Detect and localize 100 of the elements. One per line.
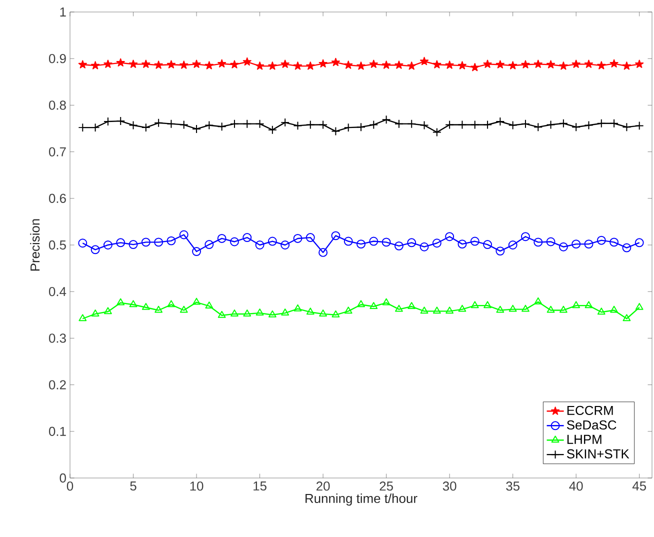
point	[141, 123, 150, 132]
point	[458, 61, 467, 70]
point	[597, 308, 606, 315]
point	[103, 240, 112, 250]
point	[167, 300, 176, 308]
point	[508, 61, 518, 70]
point	[584, 120, 594, 130]
point	[116, 116, 126, 126]
point	[179, 230, 188, 240]
point	[104, 60, 112, 68]
point	[408, 302, 416, 309]
point	[597, 61, 606, 70]
point	[534, 238, 543, 247]
y-tick-label: 0.7	[48, 147, 66, 156]
point	[559, 62, 568, 70]
point	[268, 125, 277, 134]
x-tick-label: 45	[632, 482, 646, 491]
point	[382, 298, 390, 306]
point	[610, 306, 618, 313]
point	[394, 241, 404, 250]
point	[332, 310, 340, 318]
point	[91, 309, 100, 316]
point	[420, 120, 429, 130]
y-tick-label: 1	[60, 8, 66, 16]
point	[78, 238, 88, 248]
point	[230, 119, 239, 128]
point	[344, 306, 352, 314]
point	[166, 236, 176, 246]
point	[242, 57, 252, 66]
point	[394, 60, 404, 69]
point	[596, 236, 606, 245]
point	[610, 59, 618, 68]
point	[116, 238, 126, 248]
y-tick-label: 0	[60, 473, 66, 483]
point	[293, 234, 302, 243]
point	[154, 60, 163, 69]
y-tick-label: 0.4	[48, 287, 66, 296]
point	[584, 60, 594, 68]
point	[470, 236, 480, 246]
point	[635, 60, 644, 68]
point	[306, 62, 315, 70]
point	[192, 60, 201, 68]
point	[572, 122, 581, 132]
y-tick-label: 0.3	[48, 334, 66, 343]
point	[584, 240, 594, 249]
y-tick-label: 0.8	[48, 100, 66, 110]
point	[446, 306, 454, 314]
point	[218, 59, 226, 68]
point	[204, 120, 214, 130]
point	[634, 238, 644, 248]
point	[179, 120, 188, 130]
point	[420, 242, 429, 252]
point	[357, 300, 365, 308]
point	[534, 297, 542, 304]
point	[445, 60, 454, 69]
point	[116, 58, 125, 67]
point	[116, 298, 125, 306]
point	[407, 62, 416, 70]
point	[445, 232, 454, 242]
point	[103, 117, 112, 126]
point	[218, 310, 226, 318]
point	[90, 245, 100, 254]
point	[382, 238, 391, 247]
point	[546, 306, 555, 313]
legend-label: SeDaSC	[566, 420, 616, 430]
point	[572, 240, 581, 249]
point	[78, 60, 87, 68]
point	[318, 120, 328, 130]
point	[356, 240, 366, 249]
y-tick-label: 0.1	[48, 426, 66, 436]
point	[344, 60, 353, 69]
point	[470, 62, 480, 72]
point	[558, 118, 568, 128]
point	[180, 306, 188, 313]
point	[370, 302, 378, 309]
point	[331, 231, 340, 240]
point	[483, 120, 492, 130]
point	[294, 304, 302, 312]
point	[318, 248, 328, 257]
x-tick-label: 10	[190, 482, 204, 491]
point	[141, 238, 150, 247]
x-tick-label: 25	[380, 482, 393, 491]
point	[230, 237, 239, 246]
point	[268, 310, 276, 318]
point	[243, 309, 252, 316]
point	[458, 304, 466, 312]
point	[610, 118, 619, 128]
point	[166, 60, 176, 68]
point	[584, 301, 593, 308]
point	[230, 309, 238, 316]
point	[521, 232, 530, 242]
point	[521, 60, 530, 68]
point	[546, 60, 556, 68]
point	[634, 121, 644, 130]
point	[192, 247, 202, 256]
point	[572, 60, 580, 68]
point	[204, 240, 214, 250]
point	[508, 304, 517, 312]
point	[129, 300, 138, 308]
point	[483, 60, 492, 68]
